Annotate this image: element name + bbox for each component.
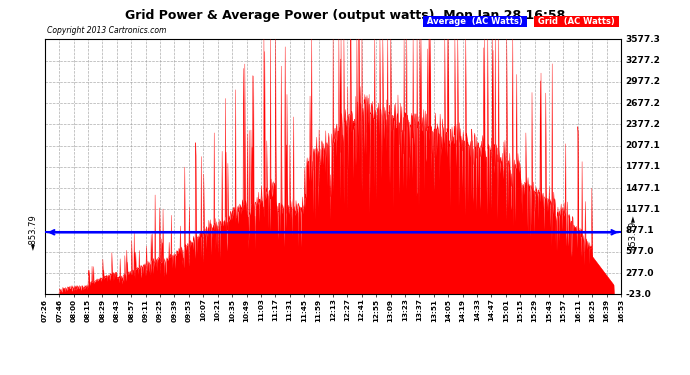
Text: Copyright 2013 Cartronics.com: Copyright 2013 Cartronics.com (47, 26, 166, 35)
Text: 2977.2: 2977.2 (625, 77, 660, 86)
Text: -23.0: -23.0 (625, 290, 651, 299)
Text: 877.1: 877.1 (625, 226, 654, 235)
Text: 2677.2: 2677.2 (625, 99, 660, 108)
Text: 2377.2: 2377.2 (625, 120, 660, 129)
Text: 2077.1: 2077.1 (625, 141, 660, 150)
Text: ◄853.79: ◄853.79 (29, 214, 38, 250)
Text: 1477.1: 1477.1 (625, 184, 660, 193)
Text: 3577.3: 3577.3 (625, 35, 660, 44)
Text: 1177.1: 1177.1 (625, 205, 660, 214)
Text: Grid  (AC Watts): Grid (AC Watts) (535, 17, 618, 26)
Text: Grid Power & Average Power (output watts)  Mon Jan 28 16:58: Grid Power & Average Power (output watts… (125, 9, 565, 22)
Text: 3277.2: 3277.2 (625, 56, 660, 65)
Text: 1777.1: 1777.1 (625, 162, 660, 171)
Text: 577.0: 577.0 (625, 248, 654, 256)
Text: 853.79►: 853.79► (628, 214, 637, 250)
Text: Average  (AC Watts): Average (AC Watts) (424, 17, 526, 26)
Text: 277.0: 277.0 (625, 268, 654, 278)
